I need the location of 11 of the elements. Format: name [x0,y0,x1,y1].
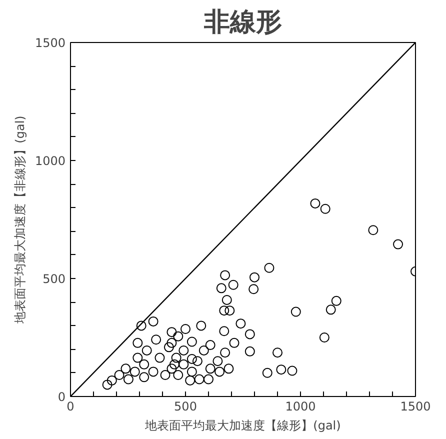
x-tick-label: 0 [66,400,74,414]
y-tick-label: 0 [58,390,66,404]
x-axis-title: 地表面平均最大加速度【線形】(gal) [144,418,341,432]
y-tick-label: 500 [42,272,66,286]
x-tick-label: 1500 [400,400,431,414]
y-tick-label: 1500 [34,36,66,50]
x-tick-label: 500 [174,400,197,414]
x-tick-label: 1000 [285,400,316,414]
y-tick-label: 1000 [34,154,66,168]
y-axis-title: 地表面平均最大加速度【非線形】(gal) [12,116,27,324]
chart-title: 非線形 [203,8,282,38]
